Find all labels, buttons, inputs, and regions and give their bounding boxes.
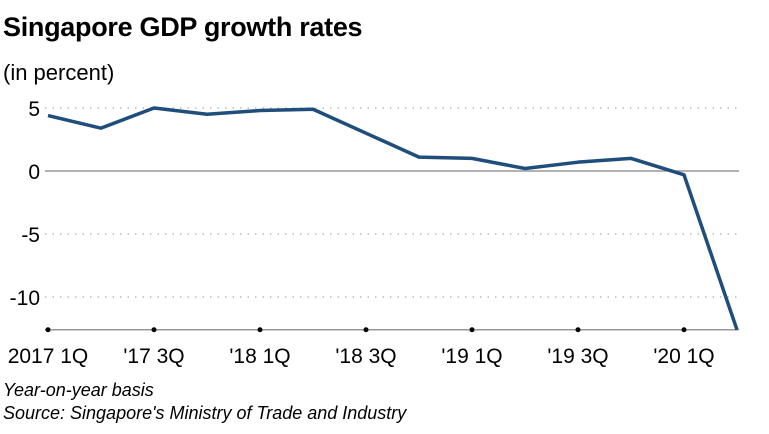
x-tick-mark: [151, 327, 157, 333]
y-tick-label: -5: [21, 224, 40, 247]
x-tick-label: '18 3Q: [335, 345, 396, 368]
x-tick-label: '19 3Q: [547, 345, 608, 368]
x-tick-mark: [681, 327, 687, 333]
chart-title: Singapore GDP growth rates: [3, 12, 363, 42]
x-tick-mark: [469, 327, 475, 333]
x-tick-label: '17 3Q: [123, 345, 184, 368]
x-tick-mark: [45, 327, 51, 333]
y-tick-label: 0: [28, 161, 40, 184]
note-source: Source: Singapore's Ministry of Trade an…: [3, 403, 407, 423]
x-tick-mark: [257, 327, 263, 333]
chart-subtitle: (in percent): [3, 60, 115, 85]
x-tick-mark: [575, 327, 581, 333]
x-tick-label: '20 1Q: [653, 345, 714, 368]
x-tick-mark: [363, 327, 369, 333]
series-line: [47, 106, 739, 331]
note-basis: Year-on-year basis: [3, 380, 154, 400]
x-tick-label: '19 1Q: [441, 345, 502, 368]
x-tick-label: 2017 1Q: [8, 345, 89, 368]
y-tick-label: 5: [28, 98, 40, 121]
y-tick-label: -10: [10, 287, 40, 310]
x-tick-label: '18 1Q: [229, 345, 290, 368]
